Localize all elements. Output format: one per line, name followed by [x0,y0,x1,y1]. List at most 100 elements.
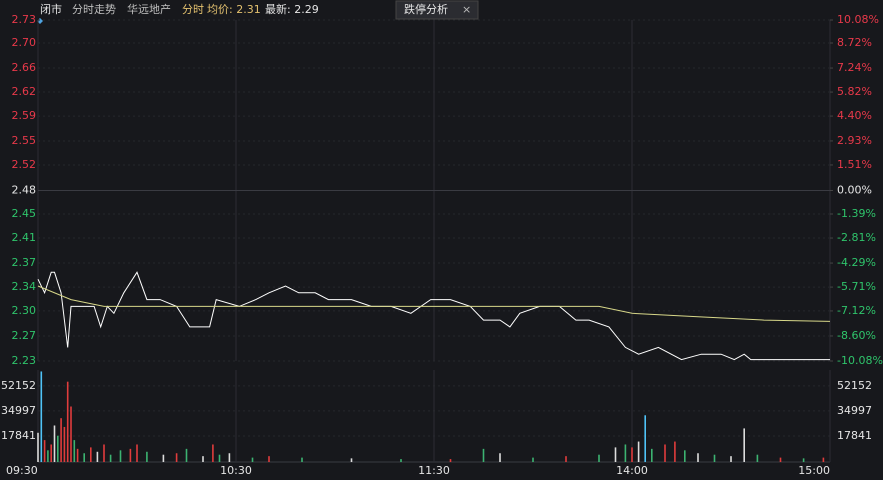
volume-bar [301,457,303,462]
y-tick-label: 2.73 [12,13,37,26]
y2-tick-label: -1.39% [837,207,876,220]
volume-bar [162,454,165,462]
x-tick-label: 14:00 [616,464,648,477]
tab-close[interactable]: × [462,3,471,16]
volume-bar [66,381,69,462]
y2-tick-label: 4.40% [837,109,872,122]
volume-bar [684,450,686,462]
price-line [37,285,831,322]
y-tick-label: 2.34 [12,280,37,293]
y-tick-label: 2.23 [12,354,37,367]
volume-bar [598,454,600,462]
volume-bar [631,447,633,462]
volume-bar [218,454,221,462]
y2-tick-label: -2.81% [837,231,876,244]
volume-bar [136,444,138,462]
volume-bar [802,458,805,462]
mode: 分时 [182,3,204,16]
x-tick-label: 15:00 [798,464,830,477]
volume-bar [185,448,188,462]
y2-tick-label: -7.12% [837,304,876,317]
y-tick-label: 52152 [1,379,36,392]
tab[interactable] [395,0,479,20]
volume-bar [624,444,627,462]
y-tick-label: 2.41 [12,231,37,244]
y-tick-label: 2.48 [12,184,37,197]
volume-bar [129,448,132,462]
volume-bar [40,371,43,462]
volume-bar [756,454,759,462]
volume-bar [532,457,534,462]
y2-tick-label: 34997 [837,404,872,417]
y-tick-label: 2.66 [12,61,37,74]
x-tick-label: 10:30 [220,464,252,477]
y-tick-label: 34997 [1,404,36,417]
x-tick-label: 11:30 [418,464,450,477]
x-tick-label: 09:30 [6,464,38,477]
volume-bar [96,451,99,462]
last-price: 最新: 2.29 [265,2,319,16]
avg-price: 均价: 2.31 [207,3,261,16]
y2-tick-label: 5.82% [837,85,872,98]
volume-bar [697,453,699,462]
volume-bar [779,457,782,462]
y2-tick-label: 7.24% [837,61,872,74]
volume-bar [449,459,452,462]
y2-tick-label: -10.08% [837,354,883,367]
volume-bar [268,456,270,462]
volume-bar [565,456,567,462]
y2-tick-label: 17841 [837,429,872,442]
volume-bar [644,415,646,462]
y-tick-label: 2.70 [12,36,37,49]
volume-bar [47,450,49,462]
volume-bar [175,453,178,462]
volume-bar [482,448,485,462]
y2-tick-label: 52152 [837,379,872,392]
volume-bar [83,453,85,462]
y2-tick-label: -4.29% [837,256,876,269]
volume-bar [73,440,76,462]
tab-label[interactable]: 跌停分析 [404,2,448,16]
y-tick-label: 2.37 [12,256,37,269]
volume-bar [674,441,676,462]
y-tick-label: 2.27 [12,329,37,342]
volume-bar [50,444,52,462]
volume-bar [730,456,732,462]
stock-name: 华远地产 [127,2,171,16]
volume-bar [63,426,66,462]
y2-tick-label: -5.71% [837,280,876,293]
y2-tick-label: 1.51% [837,158,872,171]
volume-bar [664,444,666,462]
y2-tick-label: 2.93% [837,134,872,147]
volume-bar [202,456,204,462]
volume-bar [90,447,92,462]
y-tick-label: 2.55 [12,134,37,147]
volume-bar [212,444,214,462]
y-tick-label: 2.45 [12,207,37,220]
price-line [37,271,830,361]
status: 闭市 [40,2,62,16]
volume-bar [146,451,148,462]
volume-bar [60,418,62,462]
volume-bar [53,425,56,462]
volume-bar [37,432,39,462]
volume-bar [57,435,59,462]
volume-bar [713,454,716,462]
y2-tick-label: 8.72% [837,36,872,49]
y-tick-label: 2.52 [12,158,37,171]
y2-tick-label: -8.60% [837,329,876,342]
volume-bar [614,447,617,462]
volume-bar [743,428,745,462]
y-tick-label: 2.30 [12,304,37,317]
view: 分时走势 [72,3,116,16]
volume-bar [350,458,353,462]
volume-bar [103,444,105,462]
volume-bar [109,454,112,462]
volume-bar [228,453,231,462]
y-tick-label: 2.59 [12,109,37,122]
y2-tick-label: 0.00% [837,184,872,197]
y-tick-label: 2.62 [12,85,37,98]
